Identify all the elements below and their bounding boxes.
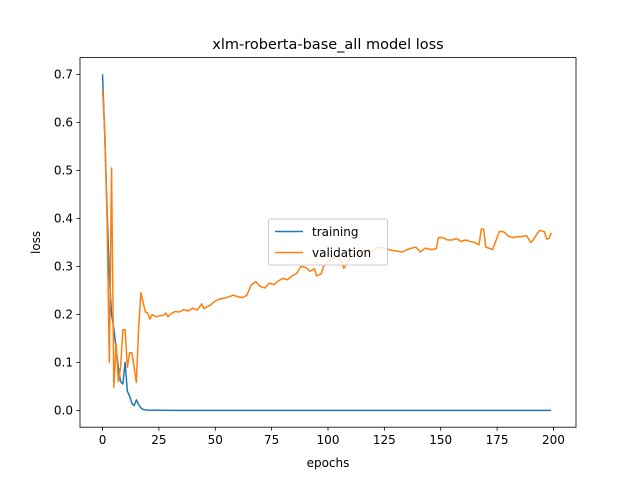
y-tick-label: 0.6: [54, 116, 73, 130]
y-tick-label: 0.4: [54, 212, 73, 226]
series-line-validation: [101, 88, 552, 389]
y-tick-label: 0.5: [54, 164, 73, 178]
y-tick-label: 0.3: [54, 260, 73, 274]
y-tick-label: 0.1: [54, 356, 73, 370]
y-tick-label: 0.2: [54, 308, 73, 322]
x-tick-label: 100: [317, 433, 340, 447]
x-tick-label: 125: [373, 433, 396, 447]
y-tick-label: 0.0: [54, 404, 73, 418]
legend-box: [268, 218, 388, 266]
series-line-training: [101, 74, 552, 412]
legend-label-training: training: [312, 225, 359, 239]
tick-group: 0 25 50 75 100 125 150 175 200 0.0 0.1 0.2 0.3 0.4 0.5…: [54, 68, 565, 448]
x-axis-label: epochs: [307, 456, 350, 470]
x-tick-label: 150: [429, 433, 452, 447]
plot-frame: [79, 57, 577, 428]
x-tick-label: 175: [486, 433, 509, 447]
legend-label-validation: validation: [312, 246, 371, 260]
x-tick-label: 75: [264, 433, 279, 447]
chart-title: xlm-roberta-base_all model loss: [212, 37, 444, 53]
x-tick-label: 50: [208, 433, 223, 447]
x-tick-label: 0: [99, 433, 107, 447]
x-tick-label: 25: [151, 433, 166, 447]
y-axis-label: loss: [29, 231, 43, 254]
legend: training validation: [268, 218, 388, 266]
y-tick-label: 0.7: [54, 68, 73, 82]
series-group: [101, 74, 552, 412]
x-tick-label: 200: [542, 433, 565, 447]
